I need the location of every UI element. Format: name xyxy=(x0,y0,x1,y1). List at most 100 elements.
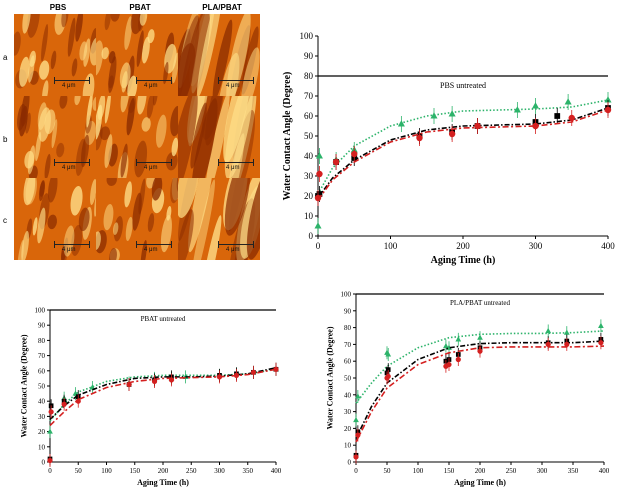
y-tick-label: 0 xyxy=(42,458,46,466)
data-point xyxy=(455,356,461,363)
data-point xyxy=(430,112,438,119)
data-point xyxy=(385,373,391,379)
scale-bar-label: 4 μm xyxy=(144,165,158,171)
trend-line xyxy=(317,99,609,195)
chart-title: PBS untreated xyxy=(440,81,486,90)
afm-image: 4 μm xyxy=(14,14,96,96)
y-tick-label: 90 xyxy=(38,322,46,330)
x-tick-label: 350 xyxy=(243,467,254,475)
y-tick-label: 40 xyxy=(344,391,352,399)
x-tick-label: 50 xyxy=(384,467,392,475)
trend-line xyxy=(317,109,609,201)
x-tick-label: 100 xyxy=(384,241,398,251)
trend-line xyxy=(355,345,605,443)
scale-bar xyxy=(218,77,254,84)
chart-pbs-untreated: PBS untreated 0 10 20 30 40 50 60 70 80 90 100 0 100 2… xyxy=(282,31,615,266)
afm-image: 4 μm xyxy=(178,96,260,178)
y-axis-label: Water Contact Angle (Degree) xyxy=(326,326,335,429)
y-tick-label: 100 xyxy=(341,290,352,298)
data-point xyxy=(531,102,540,109)
y-tick-label: 20 xyxy=(304,191,314,201)
data-point xyxy=(598,322,604,328)
data-point xyxy=(353,454,359,460)
y-tick-label: 90 xyxy=(304,51,314,61)
data-point xyxy=(474,122,481,130)
x-tick-label: 400 xyxy=(601,241,615,251)
data-point xyxy=(61,401,67,407)
y-axis-label: Water Contact Angle (Degree) xyxy=(282,72,293,201)
data-point xyxy=(545,341,551,347)
y-tick-label: 30 xyxy=(38,413,46,421)
scale-bar-label: 4 μm xyxy=(62,247,76,253)
data-point xyxy=(604,96,612,103)
data-point xyxy=(89,384,96,390)
trend-line xyxy=(49,368,277,422)
x-tick-label: 250 xyxy=(186,467,197,475)
data-point xyxy=(397,120,405,127)
chart-pbat-untreated: PBAT untreated 0 10 20 30 40 50 60 70 80 90 100 0 50 1… xyxy=(20,306,282,487)
y-tick-label: 50 xyxy=(304,131,314,141)
x-tick-label: 150 xyxy=(444,467,455,475)
y-tick-label: 30 xyxy=(344,408,352,416)
data-point xyxy=(416,134,423,142)
data-point xyxy=(477,334,483,340)
data-point xyxy=(315,152,323,159)
y-tick-label: 20 xyxy=(38,428,46,436)
data-point xyxy=(216,374,223,380)
afm-image: 4 μm xyxy=(14,178,96,260)
scale-bar xyxy=(218,159,254,166)
y-tick-label: 80 xyxy=(344,324,352,332)
y-tick-label: 60 xyxy=(38,367,46,375)
y-tick-label: 30 xyxy=(304,171,314,181)
data-point xyxy=(477,348,483,354)
data-point xyxy=(448,130,456,138)
data-point xyxy=(351,150,358,158)
data-point xyxy=(314,222,322,229)
afm-image: 4 μm xyxy=(14,96,96,178)
data-point xyxy=(564,341,570,347)
afm-row-label-a: a xyxy=(3,53,8,62)
y-tick-label: 50 xyxy=(344,374,352,382)
data-point xyxy=(250,369,256,375)
scale-bar xyxy=(136,77,172,84)
scale-bar-label: 4 μm xyxy=(226,165,240,171)
scale-bar xyxy=(218,241,254,248)
x-tick-label: 250 xyxy=(506,467,517,475)
y-tick-label: 10 xyxy=(304,211,314,221)
afm-image-grid: PBS PBAT PLA/PBAT a b c 4 μm 4 μm 4 μm 4 μm… xyxy=(0,0,270,270)
data-point xyxy=(443,342,449,349)
y-axis-label: Water Contact Angle (Degree) xyxy=(20,334,29,437)
scale-bar-label: 4 μm xyxy=(226,247,240,253)
x-tick-label: 150 xyxy=(130,467,141,475)
data-point xyxy=(355,393,361,399)
x-tick-label: 100 xyxy=(101,467,112,475)
scale-bar xyxy=(136,241,172,248)
y-tick-label: 70 xyxy=(344,341,352,349)
chart-title: PLA/PBAT untreated xyxy=(450,299,510,307)
y-tick-label: 70 xyxy=(38,352,46,360)
x-tick-label: 200 xyxy=(158,467,169,475)
afm-column-pbs: PBS xyxy=(49,3,67,12)
y-tick-label: 80 xyxy=(304,71,314,81)
y-tick-label: 40 xyxy=(304,151,314,161)
afm-image: 4 μm xyxy=(96,14,178,96)
data-point xyxy=(554,113,561,119)
data-point xyxy=(448,110,456,117)
y-tick-label: 0 xyxy=(309,231,314,241)
y-tick-label: 100 xyxy=(35,306,46,314)
data-point xyxy=(47,428,53,434)
y-tick-label: 90 xyxy=(344,307,352,315)
y-tick-label: 40 xyxy=(38,398,46,406)
data-point xyxy=(604,106,612,114)
y-tick-label: 60 xyxy=(344,358,352,366)
y-tick-label: 60 xyxy=(304,111,314,121)
x-tick-label: 0 xyxy=(48,467,52,475)
x-tick-label: 300 xyxy=(537,467,548,475)
scale-bar xyxy=(54,241,90,248)
y-tick-label: 0 xyxy=(348,458,352,466)
data-point xyxy=(233,372,240,378)
x-tick-label: 200 xyxy=(475,467,486,475)
data-point xyxy=(332,158,340,166)
data-point xyxy=(314,194,322,202)
y-tick-label: 10 xyxy=(38,443,46,451)
